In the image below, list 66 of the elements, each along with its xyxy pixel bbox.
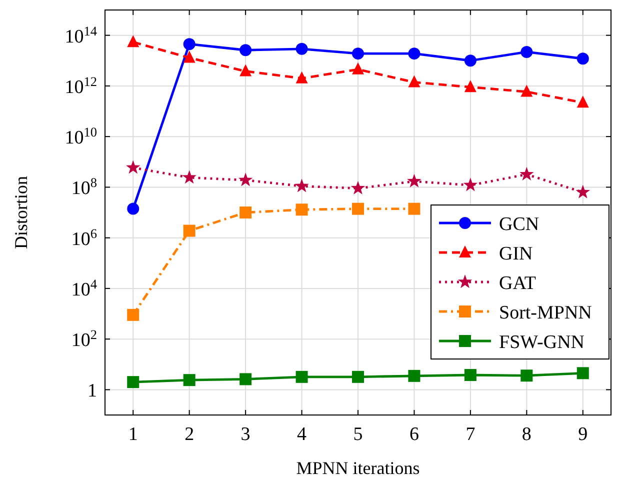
point	[182, 170, 196, 184]
y-tick-label: 1	[88, 380, 97, 402]
point	[408, 202, 420, 215]
point	[576, 184, 590, 198]
point	[126, 160, 140, 174]
point	[352, 62, 364, 74]
point	[463, 178, 478, 192]
point	[352, 202, 364, 215]
point	[464, 54, 476, 67]
point	[352, 370, 364, 383]
point	[127, 308, 140, 321]
legend-label: Sort-MPNN	[499, 302, 592, 324]
point	[520, 84, 533, 97]
point	[296, 71, 308, 84]
legend-label: GIN	[499, 244, 534, 264]
x-tick-label: 8	[522, 424, 532, 445]
y-tick-label: 10$^{8}$	[71, 174, 98, 200]
legend-label: GAT	[499, 273, 536, 294]
x-tick-label: 9	[578, 424, 588, 445]
y-tick-label: 10$^{12}$	[64, 73, 97, 98]
point	[238, 172, 253, 186]
point	[183, 38, 196, 50]
point	[520, 166, 534, 180]
point	[240, 44, 252, 56]
point	[183, 374, 196, 386]
y-tick-label: 10$^{6}$	[71, 225, 98, 250]
point	[576, 52, 589, 65]
x-tick-label: 4	[297, 424, 308, 445]
point	[127, 35, 140, 48]
x-tick-label: 7	[466, 424, 476, 445]
point	[408, 48, 420, 60]
point	[352, 48, 364, 60]
point	[576, 367, 589, 380]
point	[294, 178, 309, 192]
point	[464, 369, 476, 382]
y-tick-label: 10$^{4}$	[71, 276, 98, 300]
y-axis-title: Distortion	[11, 176, 31, 250]
x-axis-title: MPNN iterations	[296, 458, 420, 478]
point	[183, 50, 196, 63]
y-tick-label: 10$^{14}$	[64, 22, 98, 48]
point	[408, 75, 420, 88]
x-tick-label: 3	[240, 424, 250, 445]
x-tick-label: 6	[409, 424, 419, 445]
point	[576, 96, 589, 108]
point	[520, 46, 533, 58]
point	[296, 204, 308, 216]
point	[464, 80, 476, 92]
point	[240, 64, 252, 76]
point	[183, 224, 196, 237]
point	[407, 174, 422, 188]
x-tick-label: 1	[128, 424, 138, 445]
point	[520, 370, 533, 382]
x-tick-label: 2	[184, 424, 194, 445]
point	[296, 42, 308, 55]
x-tick-label: 5	[353, 424, 363, 445]
y-tick-label: 10$^{2}$	[71, 326, 97, 352]
legend-label: GCN	[499, 214, 540, 235]
point	[408, 370, 420, 382]
point	[127, 202, 140, 215]
legend-label: FSW-GNN	[499, 332, 585, 353]
point	[240, 206, 252, 218]
point	[296, 370, 308, 383]
point	[127, 376, 140, 388]
point	[350, 180, 366, 194]
point	[240, 373, 252, 386]
y-tick-label: 10$^{10}$	[64, 124, 98, 149]
